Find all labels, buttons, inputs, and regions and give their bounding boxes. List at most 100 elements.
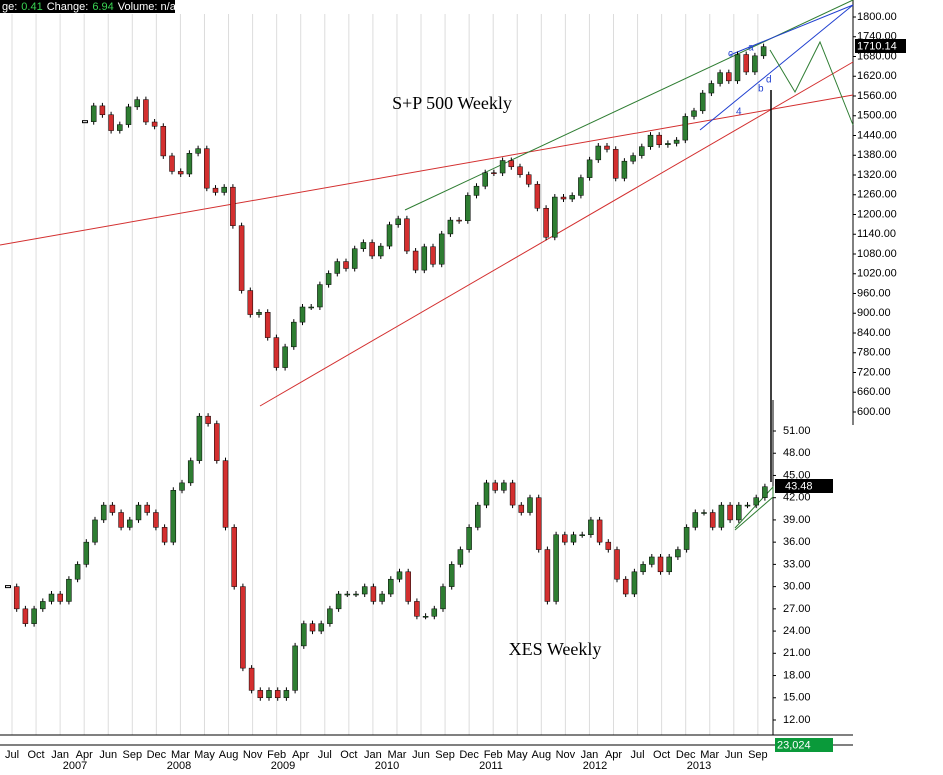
candle	[160, 126, 167, 157]
candle	[125, 106, 132, 125]
candle	[5, 585, 11, 589]
x-tick-label: Oct	[653, 749, 670, 761]
candle	[604, 145, 610, 150]
x-tick-label: Mar	[387, 749, 406, 761]
y-tick-label: 1080.00	[857, 248, 897, 260]
y-tick-label: 780.00	[857, 347, 891, 359]
candle	[701, 512, 707, 514]
candle	[612, 149, 619, 179]
candle	[649, 556, 655, 565]
candle	[709, 512, 716, 528]
candle	[535, 497, 542, 550]
year-label: 2007	[63, 760, 87, 772]
candle	[527, 497, 533, 513]
x-tick-label: Mar	[171, 749, 190, 761]
candle	[647, 134, 654, 147]
year-label: 2009	[271, 760, 295, 772]
candle	[457, 549, 464, 565]
candle	[82, 120, 88, 124]
y-tick-label: 33.00	[783, 558, 811, 570]
candle	[682, 116, 689, 141]
year-label: 2013	[687, 760, 711, 772]
candle	[212, 187, 219, 193]
y-tick-label: 42.00	[783, 492, 811, 504]
candle	[543, 207, 549, 238]
candle	[708, 83, 715, 94]
candle	[196, 415, 203, 461]
y-tick-label: 660.00	[857, 386, 891, 398]
y-tick-label: 21.00	[783, 647, 811, 659]
candle	[736, 504, 742, 521]
x-tick-label: Dec	[459, 749, 479, 761]
candle	[161, 527, 168, 543]
candle	[360, 242, 367, 249]
candle	[482, 172, 488, 187]
candle	[230, 186, 236, 226]
header-item: 0.41	[21, 1, 42, 13]
candle	[640, 564, 646, 573]
wave-labels: a b c d 4	[728, 43, 772, 118]
x-tick-label: Jun	[99, 749, 117, 761]
y-tick-label: 600.00	[857, 406, 891, 418]
candle	[179, 482, 185, 491]
candle	[448, 564, 455, 587]
candle	[631, 571, 638, 595]
candle	[325, 273, 332, 285]
year-label: 2010	[375, 760, 399, 772]
x-tick-label: Oct	[340, 749, 357, 761]
header-item: ge:	[2, 1, 17, 13]
x-tick-label: Jul	[631, 749, 645, 761]
last-value-box	[855, 39, 906, 53]
x-tick-label: Dec	[147, 749, 167, 761]
candle	[508, 160, 515, 168]
candle	[299, 306, 306, 323]
y-tick-label: 1140.00	[857, 228, 896, 240]
candle	[127, 519, 133, 528]
x-tick-label: Feb	[267, 749, 286, 761]
candle	[351, 248, 358, 269]
candle	[256, 312, 262, 315]
y-tick-label: 1680.00	[857, 50, 897, 62]
candle	[13, 586, 20, 610]
x-tick-label: Jan	[51, 749, 69, 761]
x-tick-label: Jun	[725, 749, 743, 761]
candle	[83, 541, 90, 565]
candle	[187, 460, 194, 484]
candle	[579, 534, 585, 536]
candle	[248, 667, 255, 691]
candle	[639, 146, 645, 156]
candle	[353, 593, 359, 596]
candle	[492, 482, 498, 491]
candle	[414, 601, 420, 617]
x-tick-label: Apr	[292, 749, 309, 761]
candle	[292, 645, 298, 691]
candle	[673, 139, 680, 144]
candle	[74, 564, 81, 580]
x-tick-label: Nov	[243, 749, 263, 761]
candle	[596, 519, 603, 543]
candle	[386, 224, 393, 247]
candle	[282, 346, 288, 368]
candle	[438, 233, 445, 265]
candle	[501, 482, 507, 491]
chart-title: XES Weekly	[509, 639, 602, 659]
candle	[335, 593, 342, 610]
candle	[491, 172, 497, 174]
candle	[509, 482, 516, 506]
candle	[752, 55, 758, 73]
candle	[118, 512, 124, 528]
candle	[753, 497, 759, 506]
y-tick-label: 51.00	[783, 425, 811, 437]
y-tick-label: 1200.00	[857, 208, 897, 220]
candle	[214, 423, 220, 461]
candle	[630, 155, 636, 162]
candle	[274, 690, 281, 699]
candle	[717, 72, 723, 84]
candle	[370, 586, 377, 602]
y-tick-label: 960.00	[857, 287, 891, 299]
candle	[605, 541, 612, 550]
candle	[31, 608, 37, 624]
header-item: Volume: n/a	[118, 1, 177, 13]
candle	[744, 504, 751, 507]
